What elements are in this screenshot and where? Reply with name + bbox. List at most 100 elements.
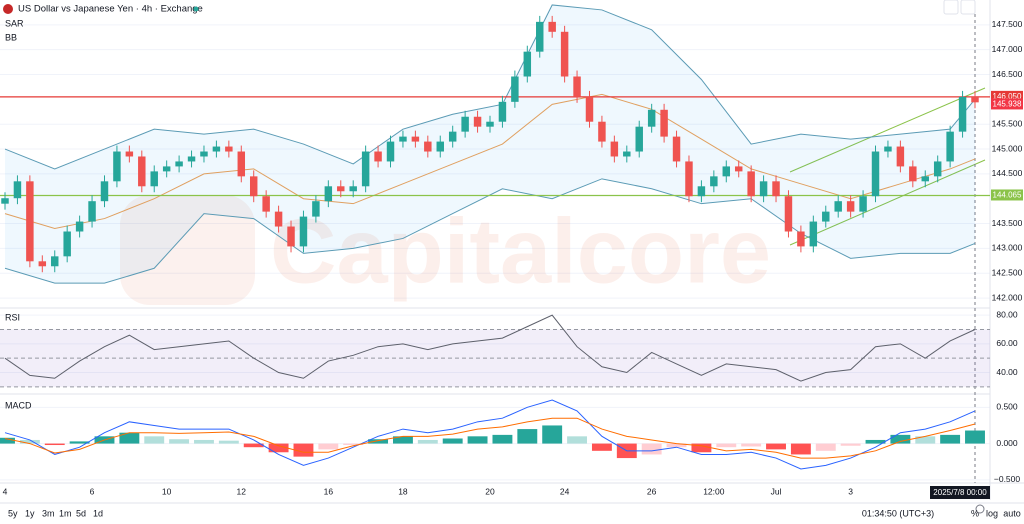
range-button[interactable]: 5y <box>8 508 18 518</box>
candle-body <box>262 196 270 212</box>
clock: 01:34:50 (UTC+3) <box>862 508 934 518</box>
macd-histogram-bar <box>840 443 861 446</box>
candle-body <box>1 198 9 204</box>
x-tick-label: 16 <box>324 486 334 496</box>
candle-body <box>287 226 295 247</box>
range-button[interactable]: 3m <box>42 508 55 518</box>
macd-histogram-bar <box>492 434 513 444</box>
x-tick-label: 12:00 <box>703 486 725 496</box>
candle-body <box>349 186 357 192</box>
candle-body <box>100 181 109 202</box>
x-tick-label: 18 <box>398 486 408 496</box>
range-button[interactable]: 1d <box>93 508 103 518</box>
candle-body <box>946 131 954 162</box>
y-tick-label: 143.500 <box>992 218 1023 228</box>
candle-body <box>63 231 71 257</box>
y-tick-label: 142.000 <box>992 292 1023 302</box>
macd-histogram-bar <box>442 438 463 444</box>
candle-body <box>585 96 594 122</box>
candle-body <box>536 21 544 52</box>
candle-body <box>51 256 59 267</box>
toolbar-option[interactable]: % <box>971 508 979 518</box>
y-tick-label: 144.500 <box>992 168 1023 178</box>
candle-body <box>697 186 706 197</box>
y-tick-label: 145.500 <box>992 118 1023 128</box>
watermark-logo <box>120 195 255 305</box>
candle-body <box>424 141 432 152</box>
macd-histogram-bar <box>591 443 612 451</box>
candle-body <box>38 261 47 267</box>
candle-body <box>971 96 979 103</box>
candle-body <box>958 96 967 132</box>
bb-lower <box>4 178 976 284</box>
macd-histogram-bar <box>641 443 662 455</box>
y-tick-label: 40.00 <box>996 367 1018 377</box>
rsi-line <box>4 314 976 382</box>
macd-histogram-bar <box>218 440 239 444</box>
candle-body <box>498 101 507 122</box>
range-button[interactable]: 5d <box>76 508 86 518</box>
candle-body <box>523 51 532 77</box>
y-tick-label: 60.00 <box>996 338 1018 348</box>
indicator-label: BB <box>5 32 17 42</box>
toolbar-option[interactable]: auto <box>1003 508 1021 518</box>
toolbar-option[interactable]: log <box>986 508 998 518</box>
candle-body <box>75 221 84 232</box>
x-tick-label: 3 <box>848 486 853 496</box>
macd-histogram-bar <box>741 443 762 447</box>
candle-body <box>312 201 320 217</box>
macd-histogram-bar <box>119 432 140 444</box>
candle-body <box>859 196 867 212</box>
candle-body <box>361 151 370 187</box>
macd-histogram-bar <box>268 443 289 453</box>
indicator-label: SAR <box>5 18 24 28</box>
candle-body <box>560 31 569 77</box>
candle-body <box>187 156 196 162</box>
candle-body <box>337 186 345 192</box>
y-tick-label: 145.000 <box>992 143 1023 153</box>
candle-body <box>884 146 892 152</box>
candle-body <box>635 126 643 152</box>
price-label-box <box>991 189 1023 201</box>
macd-histogram-bar <box>965 430 985 444</box>
candle-body <box>734 166 743 172</box>
settings-icon[interactable] <box>975 504 985 514</box>
candle-body <box>933 161 942 177</box>
x-tick-label: 24 <box>560 486 570 496</box>
candle-body <box>299 216 308 247</box>
candle-body <box>834 201 842 212</box>
y-tick-label: 146.500 <box>992 69 1023 79</box>
candle-body <box>386 141 395 162</box>
macd-histogram-bar <box>890 434 911 444</box>
macd-histogram-bar <box>19 439 40 444</box>
button[interactable] <box>943 0 959 15</box>
candle-body <box>448 131 457 142</box>
cursor-label: 2025/7/8 00:00 <box>933 488 987 497</box>
price-label-box <box>991 90 1023 102</box>
candle-body <box>846 201 855 212</box>
candle-body <box>672 136 681 162</box>
signal-line <box>4 417 976 459</box>
candle-body <box>896 146 905 167</box>
range-button[interactable]: 1y <box>25 508 35 518</box>
symbol-icon <box>3 4 13 14</box>
y-tick-label: 0.500 <box>996 402 1018 412</box>
watermark-group: Capitalcore <box>120 195 771 305</box>
candle-body <box>237 151 246 177</box>
candle-body <box>486 121 494 127</box>
candle-body <box>200 151 208 157</box>
candle-body <box>784 196 793 232</box>
button[interactable] <box>960 0 976 15</box>
candle-body <box>473 116 482 127</box>
macd-histogram-bar <box>517 429 538 444</box>
candle-body <box>150 171 158 187</box>
candle-body <box>685 161 693 197</box>
macd-histogram-bar <box>417 439 438 444</box>
macd-histogram-bar <box>467 436 488 444</box>
candle-body <box>871 151 880 197</box>
range-button[interactable]: 1m <box>59 508 72 518</box>
macd-histogram-bar <box>940 434 961 444</box>
candle-body <box>909 166 917 182</box>
x-tick-label: 4 <box>3 486 8 496</box>
